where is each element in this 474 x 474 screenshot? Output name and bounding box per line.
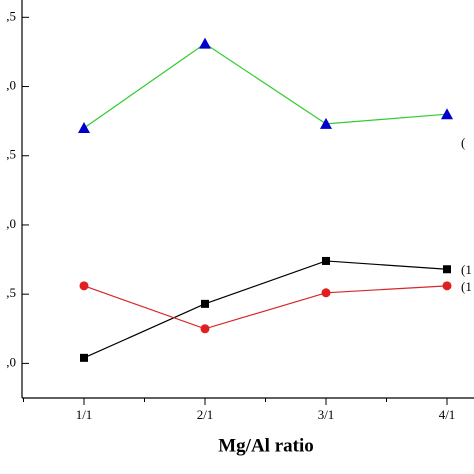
marker [78, 122, 90, 134]
marker [79, 281, 89, 291]
marker [200, 324, 210, 334]
series-line [83, 260, 448, 359]
x-tick-label: 1/1 [76, 407, 93, 422]
series-label: ( [461, 135, 465, 150]
marker [320, 117, 332, 129]
x-axis-title: Mg/Al ratio [218, 435, 314, 456]
marker [443, 265, 451, 274]
x-tick-label: 4/1 [439, 407, 456, 422]
y-tick-label: ,5 [6, 285, 16, 300]
marker [321, 288, 331, 298]
series-line [83, 285, 448, 330]
marker [201, 299, 209, 308]
y-tick-label: ,5 [6, 147, 16, 162]
series-label: (1 [461, 279, 472, 294]
y-tick-label: ,0 [6, 354, 16, 369]
marker [199, 37, 211, 49]
y-tick-label: ,0 [6, 216, 16, 231]
marker [441, 108, 453, 120]
series-line [83, 42, 448, 129]
marker [442, 281, 452, 291]
series-label: (1 [461, 262, 472, 277]
x-tick-label: 3/1 [318, 407, 335, 422]
x-tick-label: 2/1 [197, 407, 214, 422]
y-tick-label: ,0 [6, 78, 16, 93]
marker [80, 353, 88, 362]
y-tick-label: ,5 [6, 8, 16, 23]
marker [322, 256, 330, 265]
